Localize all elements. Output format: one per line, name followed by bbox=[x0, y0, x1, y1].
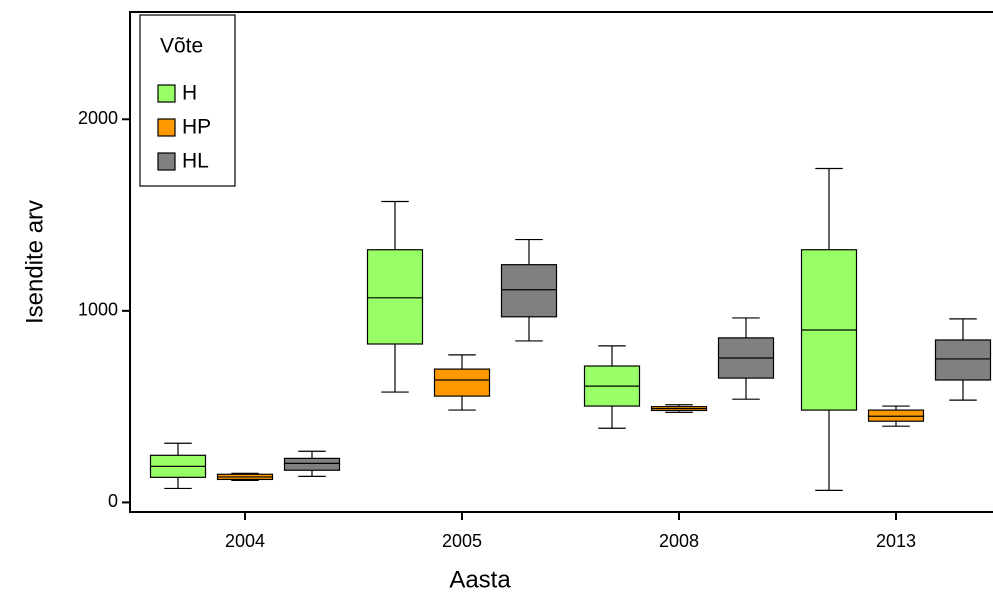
plot-frame bbox=[129, 11, 993, 513]
legend-title: Võte bbox=[160, 35, 203, 58]
x-axis-title: Aasta bbox=[449, 566, 511, 593]
legend-box bbox=[139, 14, 236, 187]
y-tick-label: 1000 bbox=[78, 300, 118, 320]
x-tick-label: 2013 bbox=[876, 531, 916, 551]
x-tick-label: 2004 bbox=[225, 531, 265, 551]
y-tick-label: 2000 bbox=[78, 108, 118, 128]
box bbox=[934, 339, 992, 381]
box bbox=[433, 368, 491, 397]
y-tick-label: 0 bbox=[108, 491, 118, 511]
legend-label: HL bbox=[182, 150, 209, 173]
box bbox=[500, 264, 558, 318]
legend-swatch bbox=[157, 118, 176, 137]
y-axis-title: Isendite arv bbox=[21, 200, 48, 324]
legend-label: H bbox=[182, 82, 197, 105]
legend-swatch bbox=[157, 152, 176, 171]
x-tick-label: 2008 bbox=[659, 531, 699, 551]
x-tick-label: 2005 bbox=[442, 531, 482, 551]
box bbox=[366, 249, 424, 345]
box bbox=[283, 457, 341, 471]
legend-swatch bbox=[157, 84, 176, 103]
legend-label: HP bbox=[182, 116, 211, 139]
